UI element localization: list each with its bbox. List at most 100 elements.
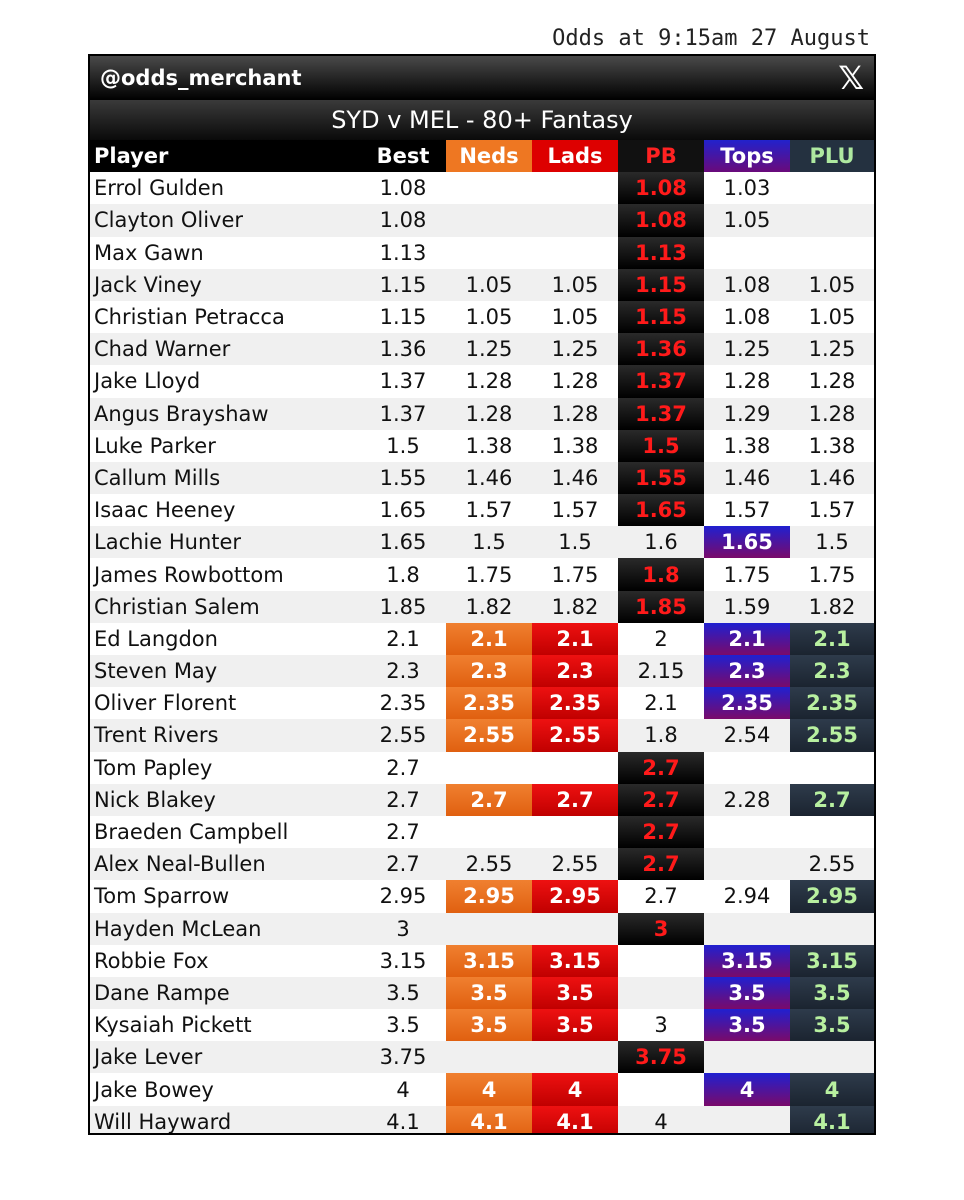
header-lads: Lads (532, 140, 618, 173)
table-row: Christian Petracca 1.15 1.05 1.05 1.15 1.08 1.… (90, 300, 874, 334)
odds-best: 1.08 (379, 176, 427, 201)
odds-pb: 2.7 (618, 783, 704, 816)
player-name: Angus Brayshaw (90, 397, 360, 430)
player-name: Dane Rampe (90, 976, 360, 1010)
odds-best: 2.7 (386, 820, 420, 845)
odds-tops (704, 1105, 790, 1133)
odds-neds: 1.38 (465, 433, 513, 458)
odds-plu: 2.55 (790, 848, 874, 881)
odds-neds (446, 172, 532, 204)
player-name: Trent Rivers (90, 719, 360, 752)
odds-neds (446, 204, 532, 237)
odds-tops: 2.54 (704, 719, 790, 752)
odds-plu: 3.15 (790, 944, 874, 977)
odds-tops (704, 912, 790, 945)
odds-best: 2.1 (386, 626, 420, 651)
odds-tops: 1.05 (704, 204, 790, 237)
table-header-row: Player Best Neds Lads PB Tops PLU (90, 140, 874, 173)
odds-plu: 2.35 (790, 687, 874, 720)
odds-lads: 4.1 (532, 1105, 618, 1133)
player-name: Ed Langdon (94, 626, 218, 651)
odds-tops: 4 (704, 1073, 790, 1106)
odds-neds: 2.35 (446, 687, 532, 720)
table-row: Clayton Oliver 1.08 1.08 1.05 (90, 204, 874, 237)
odds-plu: 1.05 (808, 305, 856, 330)
odds-pb: 1.15 (618, 268, 704, 301)
odds-neds: 1.28 (465, 369, 513, 394)
player-name: Kysaiah Pickett (94, 1013, 252, 1038)
odds-plu: 1.57 (808, 498, 856, 523)
odds-tops (704, 752, 790, 784)
odds-tops: 1.65 (704, 526, 790, 559)
odds-lads (532, 1041, 618, 1074)
table-row: Jake Lever 3.75 3.75 (90, 1041, 874, 1074)
odds-tops: 2.28 (704, 783, 790, 816)
odds-neds: 1.46 (446, 461, 532, 495)
table-row: Christian Salem 1.85 1.82 1.82 1.85 1.59 1.82 (90, 590, 874, 623)
odds-lads (532, 912, 618, 945)
odds-pb: 3 (618, 912, 704, 945)
odds-pb: 1.08 (618, 204, 704, 237)
table-row: Oliver Florent 2.35 2.35 2.35 2.1 2.35 2.35 (90, 687, 874, 720)
odds-neds: 1.57 (465, 498, 513, 523)
header-player: Player (90, 140, 360, 173)
odds-plu: 1.25 (790, 333, 874, 366)
odds-best: 3.5 (360, 976, 446, 1010)
odds-plu: 3.5 (790, 976, 874, 1010)
odds-lads (532, 816, 618, 848)
odds-plu (790, 172, 874, 204)
odds-lads: 1.75 (551, 562, 599, 587)
odds-tops: 2.3 (704, 655, 790, 688)
odds-tops (704, 237, 790, 269)
odds-pb: 3 (654, 1013, 668, 1038)
odds-lads: 2.35 (532, 687, 618, 720)
odds-pb: 2.15 (618, 655, 704, 688)
odds-best: 4.1 (360, 1105, 446, 1133)
player-name: Christian Petracca (94, 305, 285, 330)
table-row: Braeden Campbell 2.7 2.7 (90, 815, 874, 849)
header-tops: Tops (704, 140, 790, 173)
odds-neds: 4 (446, 1073, 532, 1106)
odds-plu: 4 (790, 1073, 874, 1106)
odds-best: 1.65 (360, 526, 446, 559)
odds-lads: 2.3 (532, 655, 618, 688)
odds-tops: 1.38 (723, 433, 771, 458)
odds-lads: 1.57 (551, 498, 599, 523)
player-name: Isaac Heeney (94, 498, 236, 523)
odds-best: 1.08 (360, 204, 446, 237)
odds-pb: 2.7 (644, 884, 678, 909)
odds-lads: 1.46 (532, 461, 618, 495)
odds-pb: 2.7 (618, 751, 704, 784)
odds-neds: 2.55 (446, 848, 532, 881)
odds-neds: 2.7 (446, 783, 532, 816)
odds-tops: 1.29 (704, 397, 790, 430)
odds-pb (618, 1073, 704, 1105)
odds-neds (446, 912, 532, 945)
player-name: Christian Salem (90, 590, 360, 623)
table-row: Dane Rampe 3.5 3.5 3.5 3.5 3.5 (90, 976, 874, 1010)
odds-neds: 1.25 (446, 333, 532, 366)
odds-neds: 1.28 (446, 397, 532, 430)
odds-tops: 3.5 (704, 1009, 790, 1042)
player-name: Lachie Hunter (90, 526, 360, 559)
odds-plu (790, 752, 874, 784)
table-row: Chad Warner 1.36 1.25 1.25 1.36 1.25 1.25 (90, 333, 874, 366)
odds-neds: 2.3 (446, 655, 532, 688)
player-name: Steven May (90, 655, 360, 688)
odds-plu: 1.28 (790, 397, 874, 430)
player-name: Tom Papley (94, 755, 213, 780)
header-pb: PB (618, 140, 704, 173)
odds-plu (790, 204, 874, 237)
odds-lads: 2.95 (532, 880, 618, 913)
odds-lads: 2.1 (532, 622, 618, 655)
odds-tops: 3.5 (704, 976, 790, 1010)
odds-tops: 1.03 (723, 176, 771, 201)
odds-best: 3.75 (360, 1041, 446, 1074)
table-row: Callum Mills 1.55 1.46 1.46 1.55 1.46 1.46 (90, 461, 874, 495)
player-name: Nick Blakey (90, 783, 360, 816)
odds-tops (704, 816, 790, 848)
odds-pb: 1.5 (618, 429, 704, 462)
odds-best: 2.7 (360, 783, 446, 816)
odds-pb: 1.37 (618, 397, 704, 430)
table-row: Robbie Fox 3.15 3.15 3.15 3.15 3.15 (90, 944, 874, 977)
